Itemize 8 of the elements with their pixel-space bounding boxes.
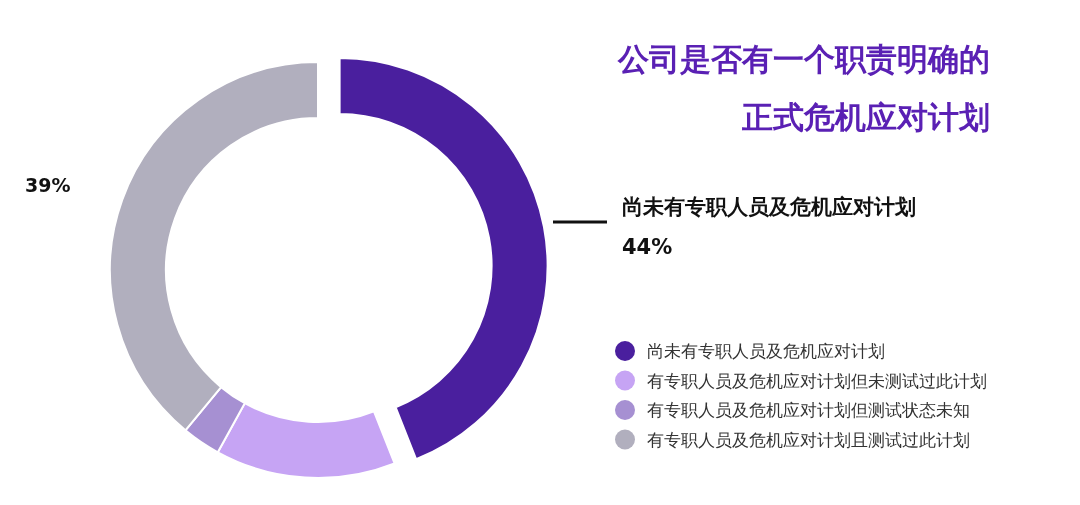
text: 尚未有专职人员及危机应对计划 [622,195,916,219]
legend-label: 有专职人员及危机应对计划但未测试过此计划 [647,370,987,391]
chart-title: 公司是否有一个职责明确的正式危机应对计划 [617,41,990,135]
legend-label: 有专职人员及危机应对计划且测试过此计划 [647,429,970,450]
data-label: 44% [622,235,673,259]
data-label: 39% [25,174,71,196]
legend-label: 尚未有专职人员及危机应对计划 [647,341,885,361]
legend-label: 有专职人员及危机应对计划但测试状态未知 [647,400,970,420]
